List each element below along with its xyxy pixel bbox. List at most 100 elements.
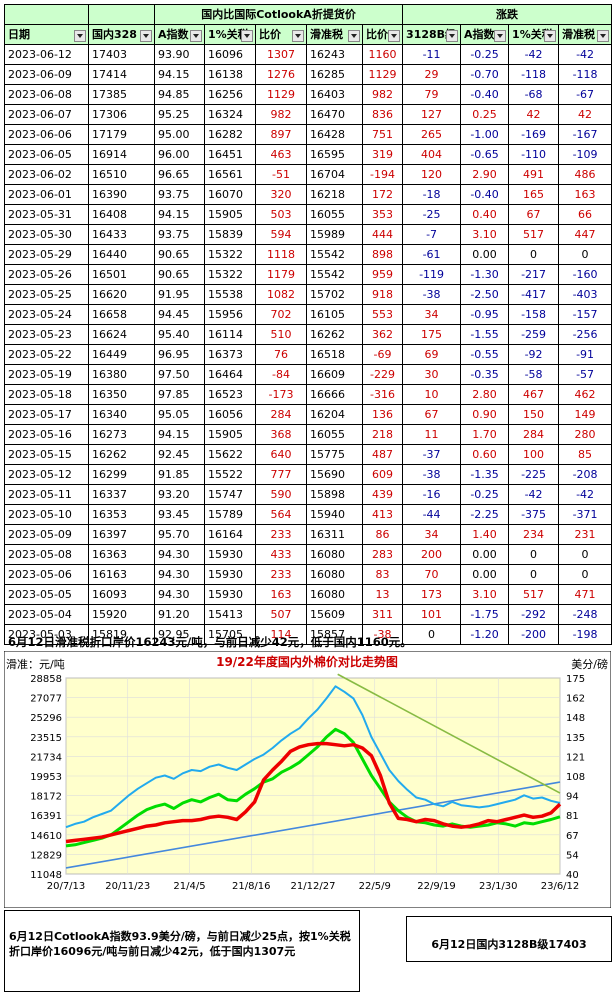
table-cell: 90.65	[154, 244, 205, 265]
table-cell: 16510	[88, 164, 155, 185]
table-cell: 2023-05-11	[4, 484, 89, 505]
table-row: 2023-05-25 16620 91.95 15538 1082 15702 918 -38…	[4, 284, 613, 305]
table-cell: -417	[508, 284, 560, 305]
trend-line	[337, 673, 561, 794]
table-cell: 0	[558, 244, 613, 265]
filter-dropdown-icon[interactable]	[446, 30, 459, 42]
filter-dropdown-icon[interactable]	[190, 30, 202, 42]
filter-dropdown-icon[interactable]	[494, 30, 507, 42]
table-cell: 67	[508, 204, 560, 225]
table-cell: -91	[558, 344, 613, 365]
table-cell: 150	[508, 404, 560, 425]
table-row: 2023-05-03 15819 92.95 15705 114 15857 -38 0 -1.…	[4, 624, 613, 645]
x-tick-label: 20/7/13	[47, 881, 86, 892]
table-cell: 15747	[204, 484, 256, 505]
table-cell: 15322	[204, 264, 256, 285]
column-header-7[interactable]: 3128B级	[402, 24, 462, 45]
column-header-9[interactable]: 1%关税	[508, 24, 560, 45]
table-cell: 510	[255, 324, 307, 345]
trend-line	[65, 781, 561, 869]
table-cell: -292	[508, 604, 560, 625]
table-cell: 94.15	[154, 204, 205, 225]
y-right-tick-label: 81	[566, 811, 579, 822]
filter-dropdown-icon[interactable]	[74, 30, 86, 42]
y-left-tick-label: 21734	[30, 752, 62, 763]
table-cell: -173	[255, 384, 307, 405]
table-cell: 114	[255, 624, 307, 645]
y-left-tick-label: 27077	[30, 694, 62, 705]
left-axis-label: 滑准：元/吨	[6, 658, 65, 671]
table-cell: 16340	[88, 404, 155, 425]
table-cell: -42	[508, 44, 560, 65]
table-cell: 918	[361, 284, 404, 305]
table-row: 2023-06-08 17385 94.85 16256 1129 16403 982 79-…	[4, 84, 613, 105]
table-cell: 2023-05-23	[4, 324, 89, 345]
filter-dropdown-icon[interactable]	[241, 30, 253, 42]
column-header-0[interactable]: 日期	[4, 24, 89, 45]
column-header-1[interactable]: 国内328	[88, 24, 155, 45]
filter-dropdown-icon[interactable]	[140, 30, 152, 42]
column-header-3[interactable]: 1%关税	[204, 24, 256, 45]
table-cell: -7	[402, 224, 462, 245]
filter-dropdown-icon[interactable]	[348, 30, 360, 42]
table-cell: -16	[402, 484, 462, 505]
table-cell: -0.70	[460, 64, 510, 85]
table-cell: 15542	[306, 244, 363, 265]
table-cell: 2023-06-09	[4, 64, 89, 85]
table-cell: 16256	[204, 84, 256, 105]
table-cell: 0.90	[460, 404, 510, 425]
table-cell: 564	[255, 504, 307, 525]
table-cell: -1.35	[460, 464, 510, 485]
x-tick-label: 23/6/12	[541, 881, 580, 892]
table-cell: 463	[255, 144, 307, 165]
table-cell: 16624	[88, 324, 155, 345]
table-cell: -0.65	[460, 144, 510, 165]
table-cell: -375	[508, 504, 560, 525]
table-cell: 982	[361, 84, 404, 105]
table-cell: 2023-05-15	[4, 444, 89, 465]
table-cell: 234	[508, 524, 560, 545]
table-cell: 2023-06-12	[4, 44, 89, 65]
table-cell: 16428	[306, 124, 363, 145]
table-cell: 2023-06-08	[4, 84, 89, 105]
column-header-8[interactable]: A指数	[460, 24, 510, 45]
table-cell: 97.85	[154, 384, 205, 405]
column-header-5[interactable]: 滑准税	[306, 24, 363, 45]
table-cell: 2023-05-25	[4, 284, 89, 305]
table-cell: -256	[558, 324, 613, 345]
table-cell: -118	[508, 64, 560, 85]
table-cell: 76	[255, 344, 307, 365]
table-cell: -0.35	[460, 364, 510, 385]
table-cell: 94.15	[154, 64, 205, 85]
filter-dropdown-icon[interactable]	[388, 30, 401, 42]
table-row: 2023-06-05 16914 96.00 16451 463 16595 319 404-…	[4, 144, 613, 165]
y-right-tick-label: 54	[566, 850, 579, 861]
column-header-6[interactable]: 比价	[361, 24, 404, 45]
filter-dropdown-icon[interactable]	[292, 30, 304, 42]
table-cell: -1.75	[460, 604, 510, 625]
table-cell: 95.00	[154, 124, 205, 145]
table-cell: 66	[558, 204, 613, 225]
column-header-10[interactable]: 滑准税	[558, 24, 613, 45]
table-cell: 15956	[204, 304, 256, 325]
table-cell: -0.55	[460, 344, 510, 365]
column-header-2[interactable]: A指数	[154, 24, 205, 45]
table-cell: 15702	[306, 284, 363, 305]
table-cell: 16311	[306, 524, 363, 545]
note-sliding-tariff: 6月12日滑准税折口岸价16243元/吨，与前日减少42元，低于国内1160元。	[8, 635, 412, 649]
table-cell: 15322	[204, 244, 256, 265]
table-cell: -169	[508, 124, 560, 145]
table-cell: -248	[558, 604, 613, 625]
table-cell: -42	[508, 484, 560, 505]
y-left-tick-label: 25296	[30, 713, 62, 724]
table-cell: 16243	[306, 44, 363, 65]
y-left-tick-label: 11048	[30, 870, 62, 881]
column-header-4[interactable]: 比价	[255, 24, 307, 45]
filter-dropdown-icon[interactable]	[544, 30, 557, 42]
table-cell: 0.00	[460, 564, 510, 585]
table-cell: 15775	[306, 444, 363, 465]
table-cell: 30	[402, 364, 462, 385]
table-cell: 97.50	[154, 364, 205, 385]
table-cell: 320	[255, 184, 307, 205]
filter-dropdown-icon[interactable]	[597, 30, 610, 42]
